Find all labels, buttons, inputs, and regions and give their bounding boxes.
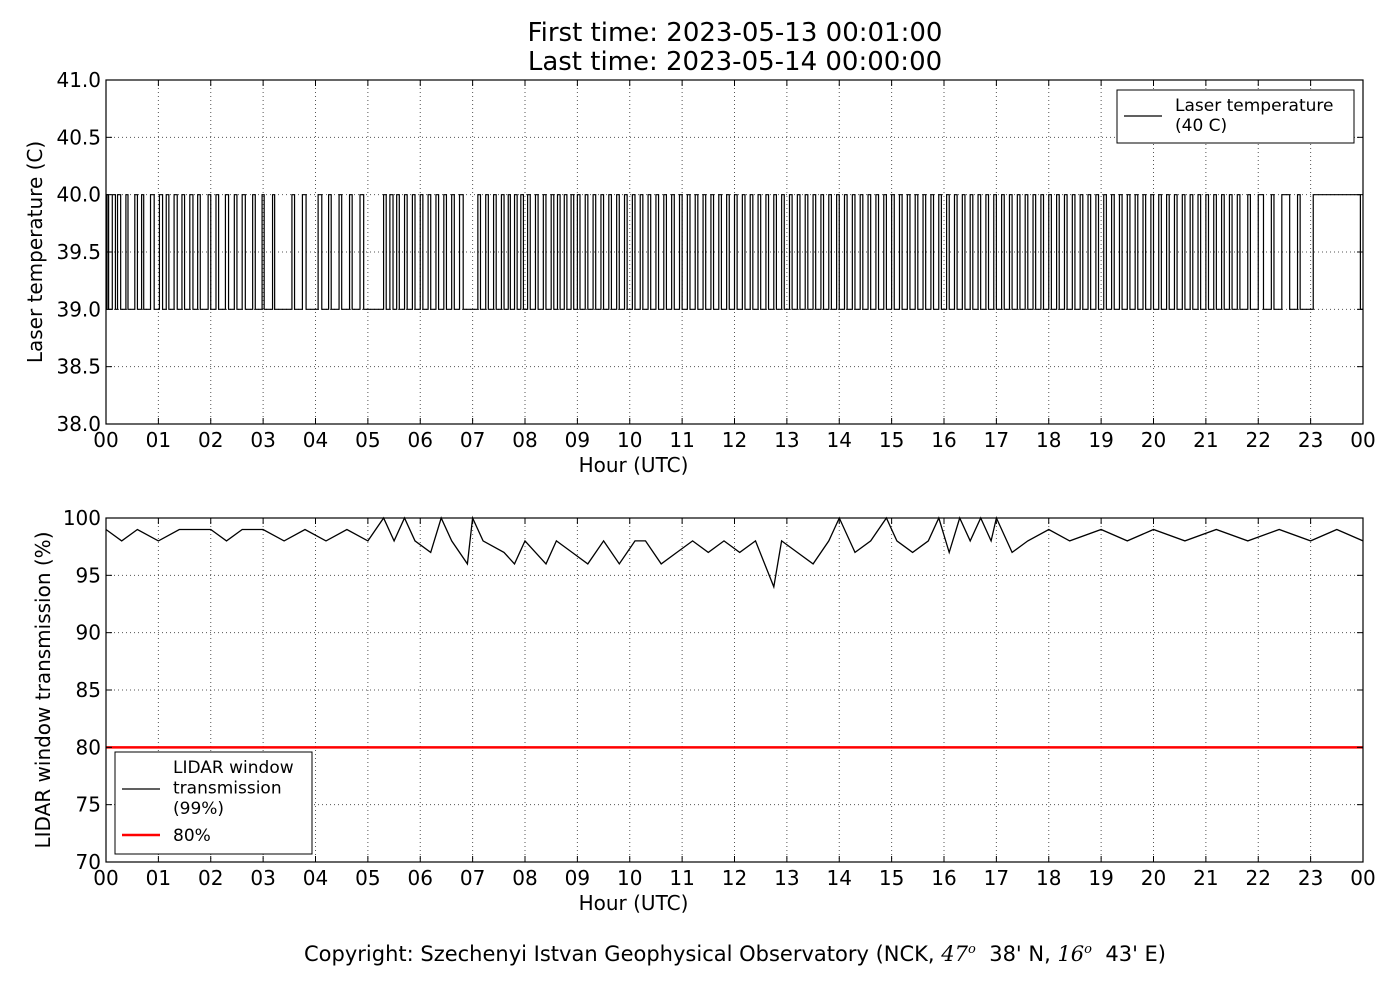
- y-tick-label: 40.5: [56, 125, 101, 149]
- y-tick-label: 39.0: [56, 297, 101, 321]
- x-tick-label: 00: [93, 428, 118, 452]
- y-tick-label: 40.0: [56, 183, 101, 207]
- x-tick-label: 20: [1141, 428, 1166, 452]
- x-tick-label: 00: [1350, 428, 1375, 452]
- y-tick-label: 90: [76, 621, 101, 645]
- legend-label-threshold: 80%: [173, 826, 211, 846]
- latitude-minutes: 38' N,: [989, 942, 1058, 966]
- x-tick-label: 08: [512, 428, 537, 452]
- x-tick-label: 06: [408, 866, 433, 890]
- y-tick-label: 39.5: [56, 240, 101, 264]
- x-tick-label: 05: [355, 428, 380, 452]
- y-tick-label: 41.0: [56, 68, 101, 92]
- latitude-degrees: 47: [941, 942, 969, 966]
- x-tick-label: 16: [931, 428, 956, 452]
- x-tick-label: 02: [198, 428, 223, 452]
- legend: Laser temperature(40 C): [1116, 89, 1355, 144]
- x-tick-label: 21: [1193, 866, 1218, 890]
- x-tick-label: 23: [1298, 866, 1323, 890]
- y-axis-label: LIDAR window transmission (%): [31, 532, 55, 849]
- legend-label-laser: Laser temperature: [1175, 96, 1333, 116]
- longitude-minutes: 43' E): [1105, 942, 1166, 966]
- legend-label-laser: (40 C): [1175, 116, 1227, 136]
- x-tick-label: 14: [827, 428, 852, 452]
- y-axis-label: Laser temperature (C): [23, 141, 47, 363]
- chart-title-line-1: First time: 2023-05-13 00:01:00: [527, 18, 943, 48]
- x-tick-label: 17: [984, 866, 1009, 890]
- x-tick-label: 19: [1088, 866, 1113, 890]
- latitude-degree-mark: o: [968, 942, 976, 957]
- y-tick-label: 80: [76, 735, 101, 759]
- x-tick-label: 09: [565, 866, 590, 890]
- x-tick-label: 07: [460, 866, 485, 890]
- y-tick-label: 70: [76, 850, 101, 874]
- x-tick-label: 23: [1298, 428, 1323, 452]
- longitude-degree-mark: o: [1084, 942, 1092, 957]
- series-laser-temperature: [106, 194, 1363, 310]
- x-tick-label: 14: [827, 866, 852, 890]
- y-tick-label: 38.5: [56, 355, 101, 379]
- x-tick-label: 00: [93, 866, 118, 890]
- x-tick-label: 03: [250, 866, 275, 890]
- x-tick-label: 10: [617, 866, 642, 890]
- x-tick-label: 08: [512, 866, 537, 890]
- plot-panel-temp: 00 01 02 03 04 05 06 07 08 09 10 11 12 13 14 15 16 17 18 19…: [23, 68, 1376, 477]
- legend-label-lidar: transmission: [173, 779, 282, 799]
- x-tick-label: 16: [931, 866, 956, 890]
- x-tick-label: 21: [1193, 428, 1218, 452]
- x-tick-label: 01: [146, 866, 171, 890]
- x-axis-label: Hour (UTC): [579, 891, 689, 915]
- x-tick-label: 22: [1246, 428, 1271, 452]
- x-tick-label: 04: [303, 428, 328, 452]
- x-tick-label: 12: [722, 428, 747, 452]
- x-tick-label: 22: [1246, 866, 1271, 890]
- x-tick-label: 01: [146, 428, 171, 452]
- x-tick-label: 13: [774, 428, 799, 452]
- chart-title-line-2: Last time: 2023-05-14 00:00:00: [527, 47, 943, 77]
- legend-box: [114, 751, 313, 855]
- legend-label-lidar: (99%): [173, 799, 224, 819]
- x-tick-label: 12: [722, 866, 747, 890]
- x-tick-label: 18: [1036, 428, 1061, 452]
- y-tick-label: 100: [63, 506, 101, 530]
- x-tick-label: 10: [617, 428, 642, 452]
- x-tick-label: 06: [408, 428, 433, 452]
- y-tick-label: 95: [76, 563, 101, 587]
- x-tick-label: 04: [303, 866, 328, 890]
- plot-panel-lidar: 00 01 02 03 04 05 06 07 08 09 10 11 12 13 14 15 16 17 18 19…: [31, 506, 1376, 915]
- x-tick-label: 18: [1036, 866, 1061, 890]
- x-tick-label: 00: [1350, 866, 1375, 890]
- x-tick-label: 11: [669, 428, 694, 452]
- copyright-prefix: Copyright: Szechenyi Istvan Geophysical …: [304, 942, 942, 966]
- x-tick-label: 19: [1088, 428, 1113, 452]
- x-tick-label: 15: [879, 428, 904, 452]
- x-tick-label: 11: [669, 866, 694, 890]
- x-tick-label: 09: [565, 428, 590, 452]
- x-tick-label: 15: [879, 866, 904, 890]
- copyright-note: Copyright: Szechenyi Istvan Geophysical …: [0, 936, 1400, 968]
- x-tick-label: 07: [460, 428, 485, 452]
- y-tick-label: 75: [76, 793, 101, 817]
- x-tick-label: 02: [198, 866, 223, 890]
- x-tick-label: 13: [774, 866, 799, 890]
- longitude-degrees: 16: [1057, 942, 1085, 966]
- series-lidar-transmission: [105, 515, 1364, 590]
- x-tick-label: 03: [250, 428, 275, 452]
- x-tick-label: 20: [1141, 866, 1166, 890]
- y-tick-label: 85: [76, 678, 101, 702]
- legend-label-lidar: LIDAR window: [173, 758, 294, 778]
- x-tick-label: 17: [984, 428, 1009, 452]
- x-axis-label: Hour (UTC): [579, 453, 689, 477]
- y-tick-label: 38.0: [56, 412, 101, 436]
- x-tick-label: 05: [355, 866, 380, 890]
